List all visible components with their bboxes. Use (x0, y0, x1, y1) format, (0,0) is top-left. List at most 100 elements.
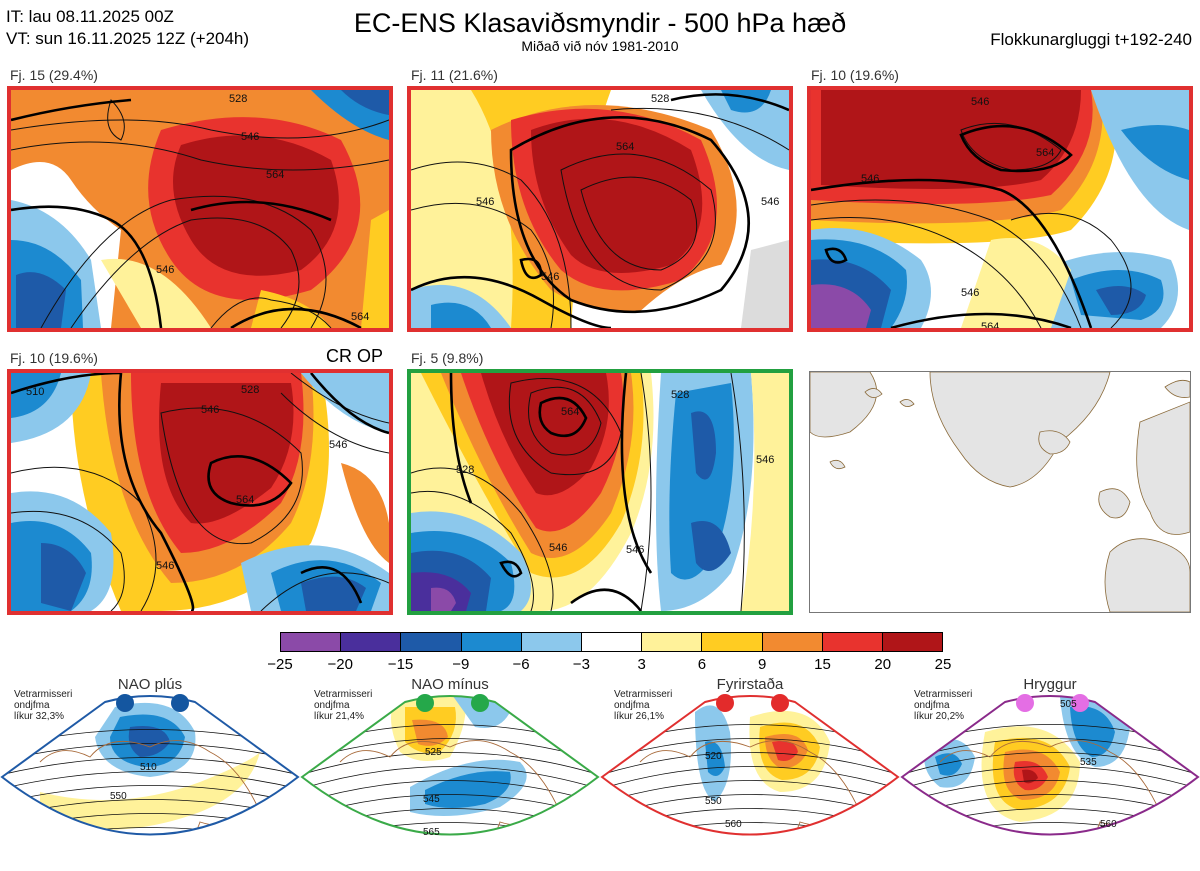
regime-dot (416, 694, 434, 712)
contour-label: 510 (140, 762, 157, 773)
height-contour (900, 837, 1200, 860)
colorbar-tick-label: 9 (758, 656, 767, 673)
colorbar-tick-label: −15 (387, 656, 414, 673)
header-dates: IT: lau 08.11.2025 00Z VT: sun 16.11.202… (6, 6, 249, 50)
anomaly-shading (1070, 706, 1115, 757)
regime-fan-map: 525 545 565 (300, 694, 600, 860)
contour-label: 546 (241, 131, 259, 143)
contour-label: 525 (425, 747, 442, 758)
regime-meta-line: líkur 20,2% (914, 711, 965, 722)
regime-dot (1016, 694, 1034, 712)
panel-label-1: Fj. 15 (29.4%) (10, 67, 98, 83)
colorbar-swatch (340, 633, 401, 651)
contour-label: 528 (651, 93, 669, 105)
regime-panel: 510 550 NAO plús Vetrarmisseri ondjfma líkur … (0, 672, 300, 871)
regime-title: Fyrirstaða (716, 676, 784, 693)
panel-label-3: Fj. 10 (19.6%) (811, 67, 899, 83)
regime-meta: Vetrarmisseri ondjfma líkur 26,1% (614, 689, 672, 722)
contour-label: 564 (981, 321, 999, 328)
contour-label: 546 (156, 264, 174, 276)
anomaly-shading (128, 726, 170, 757)
regime-fan-map: 510 550 (0, 694, 300, 836)
colorbar-swatch (460, 633, 521, 651)
valid-time: VT: sun 16.11.2025 12Z (+204h) (6, 29, 250, 48)
colorbar-tick-label: −9 (452, 656, 470, 673)
contour-label: 505 (1060, 699, 1077, 710)
colorbar-swatch (400, 633, 461, 651)
init-time: IT: lau 08.11.2025 00Z (6, 7, 174, 26)
height-contour (602, 780, 898, 804)
contour-label: 546 (329, 439, 347, 451)
contour-label: 546 (201, 404, 219, 416)
regime-meta: Vetrarmisseri ondjfma líkur 32,3% (14, 689, 72, 722)
contour-label: 546 (476, 196, 494, 208)
colorbar-tick-label: 3 (637, 656, 646, 673)
contour-label: 564 (561, 406, 579, 418)
regime-title: Hryggur (1023, 676, 1077, 693)
anomaly-shading (40, 752, 260, 830)
regime-dot (716, 694, 734, 712)
regime-meta-line: ondjfma (314, 700, 350, 711)
contour-label: 565 (423, 827, 440, 838)
height-contour (302, 752, 598, 776)
contour-label: 546 (761, 196, 779, 208)
colorbar-swatch (881, 633, 943, 651)
regime-outline (900, 695, 1200, 836)
regime-meta-line: Vetrarmisseri (914, 689, 973, 700)
contour-label: 564 (1036, 147, 1054, 159)
page-subtitle: Miðað við nóv 1981-2010 (521, 38, 679, 54)
regime-title: NAO plús (117, 676, 183, 693)
height-contour (2, 827, 298, 835)
panel-label-5: Fj. 5 (9.8%) (411, 350, 484, 366)
colorbar-tick-label: 6 (697, 656, 707, 673)
contour-label: 546 (626, 544, 644, 556)
height-contour (302, 766, 598, 790)
height-contour (602, 752, 898, 776)
height-contour (300, 837, 600, 860)
cluster-map-4: 510 528 546 546 564 546 (7, 369, 393, 615)
colorbar-swatch (821, 633, 882, 651)
coastline (39, 740, 261, 835)
regime-dot (771, 694, 789, 712)
contour-label: 560 (725, 819, 742, 830)
regime-meta-line: líkur 32,3% (14, 711, 65, 722)
anomaly-shading (935, 753, 962, 776)
colorbar-tick-label: −6 (512, 656, 530, 673)
colorbar-swatch (701, 633, 762, 651)
coastline (639, 740, 861, 835)
regime-outline (300, 695, 600, 836)
regime-fan-map: 505 535 560 (900, 694, 1200, 860)
contour-label: 520 (705, 751, 722, 762)
contour-label: 528 (456, 464, 474, 476)
height-contour (302, 822, 598, 835)
regime-meta-line: ondjfma (914, 700, 950, 711)
height-contour (2, 757, 298, 776)
page-title: EC-ENS Klasaviðsmyndir - 500 hPa hæð (353, 8, 847, 38)
regime-meta-line: Vetrarmisseri (614, 689, 673, 700)
contour-label: 545 (423, 794, 440, 805)
contour-label: 528 (241, 384, 259, 396)
regime-meta-line: ondjfma (14, 700, 50, 711)
regime-panel: 520 550 560 Fyrirstaða Vetrarmisseri ondjfma l… (600, 672, 900, 871)
contour-label: 546 (961, 287, 979, 299)
anomaly-shading (1010, 840, 1040, 848)
colorbar-tick-label: 25 (934, 656, 952, 673)
regime-outline (0, 695, 300, 836)
anomaly-shading (772, 740, 798, 761)
contour-label: 546 (971, 96, 989, 108)
cluster-map-5: 528 564 528 546 546 546 (407, 369, 793, 615)
height-contour (2, 743, 298, 762)
regime-dot (1071, 694, 1089, 712)
panel-label-2: Fj. 11 (21.6%) (411, 67, 498, 83)
height-contour (602, 766, 898, 790)
regime-meta-line: Vetrarmisseri (314, 689, 373, 700)
colorbar-tick-label: −25 (267, 656, 293, 673)
classification-window: Flokkunargluggi t+192-240 (990, 30, 1192, 49)
colorbar-swatch (520, 633, 581, 651)
regime-meta-line: ondjfma (614, 700, 650, 711)
regime-title: NAO mínus (411, 676, 489, 693)
contour-label: 564 (236, 494, 254, 506)
height-contour (302, 780, 598, 804)
regime-meta-line: líkur 21,4% (314, 711, 365, 722)
regime-meta-line: líkur 26,1% (614, 711, 665, 722)
